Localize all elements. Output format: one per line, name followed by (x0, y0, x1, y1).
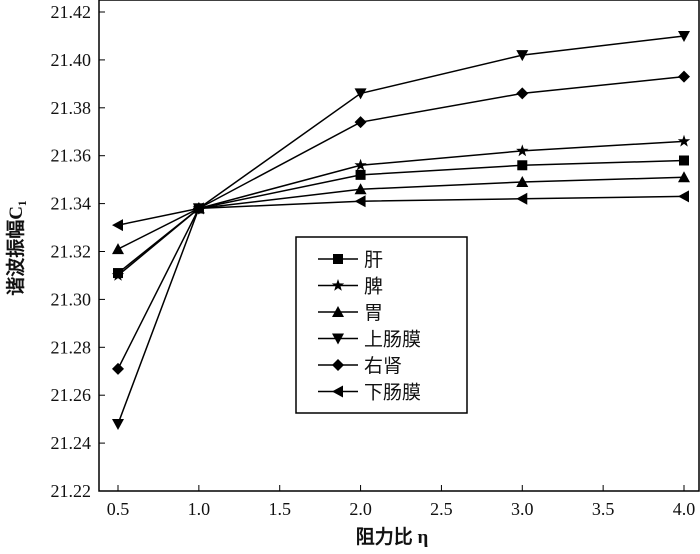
square-marker (679, 155, 689, 166)
square-marker (333, 254, 343, 264)
diamond-marker (112, 362, 124, 375)
triangle-down-marker (516, 50, 529, 62)
legend-item: 右肾 (318, 355, 402, 377)
x-tick-label: 1.0 (188, 499, 211, 519)
triangle-up-marker (516, 176, 529, 188)
y-tick-label: 21.30 (51, 289, 92, 309)
legend-label: 脾 (364, 276, 383, 298)
y-tick-label: 21.26 (51, 385, 92, 405)
triangle-up-marker (678, 171, 690, 183)
plot-frame (98, 0, 700, 492)
triangle-left-marker (354, 195, 366, 208)
y-tick-label: 21.24 (51, 433, 92, 453)
triangle-up-marker (112, 243, 124, 255)
series-triangle-left (112, 190, 689, 232)
legend-item: 下肠膜 (318, 382, 421, 404)
x-tick-label: 2.0 (349, 499, 372, 519)
star-marker (111, 269, 125, 281)
x-tick-label: 1.5 (268, 499, 291, 519)
axes: 0.5 1.0 1.5 2.0 2.5 3.0 3.5 4.0 21.22 21.24 21.26 2… (51, 0, 700, 519)
triangle-up-marker (354, 183, 367, 195)
x-tick-label: 3.5 (592, 499, 615, 519)
triangle-left-marker (192, 202, 204, 215)
diamond-marker (332, 359, 344, 371)
diamond-marker (516, 87, 529, 100)
legend-box (295, 236, 468, 414)
triangle-down-marker (678, 30, 690, 42)
legend-item: 肝 (318, 250, 383, 271)
square-marker (517, 160, 528, 171)
legend-item: 上肠膜 (318, 329, 421, 351)
x-tick-label: 2.5 (430, 499, 453, 519)
y-tick-label: 21.42 (51, 2, 92, 22)
legend-label: 右肾 (364, 355, 402, 377)
y-tick-label: 21.34 (51, 194, 92, 214)
y-axis-label: 谐波振幅C₁ (4, 200, 27, 295)
y-tick-label: 21.28 (51, 337, 92, 357)
x-tick-label: 4.0 (673, 499, 696, 519)
legend-label: 上肠膜 (364, 329, 421, 351)
star-marker (677, 134, 691, 147)
triangle-left-marker (678, 190, 689, 203)
y-tick-label: 21.36 (51, 146, 92, 166)
y-tick-label: 21.22 (51, 481, 92, 501)
triangle-down-marker (332, 333, 344, 345)
triangle-up-marker (332, 306, 344, 317)
y-tick-label: 21.32 (51, 242, 92, 262)
diamond-marker (354, 116, 367, 129)
triangle-down-marker (354, 88, 367, 100)
star-marker (354, 158, 367, 171)
triangle-down-marker (112, 418, 124, 430)
square-marker (355, 169, 366, 180)
x-axis-label: 阻力比 η (356, 525, 429, 548)
triangle-left-marker (516, 192, 528, 205)
triangle-left-marker (332, 385, 343, 398)
x-tick-label: 0.5 (107, 499, 130, 519)
triangle-left-marker (112, 219, 123, 232)
y-tick-label: 21.40 (51, 50, 92, 70)
diamond-marker (678, 70, 690, 83)
legend-label: 肝 (364, 250, 383, 271)
legend-item: 胃 (318, 303, 383, 324)
star-marker (516, 144, 529, 157)
legend-label: 胃 (364, 303, 383, 324)
series-lines (111, 30, 691, 430)
legend-item: 脾 (318, 276, 383, 298)
star-marker (331, 279, 345, 291)
x-tick-label: 3.0 (511, 499, 534, 519)
y-tick-label: 21.38 (51, 98, 92, 118)
legend-label: 下肠膜 (364, 382, 421, 404)
